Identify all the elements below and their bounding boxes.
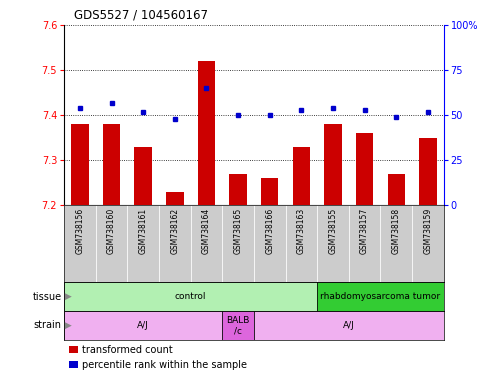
Text: GSM738158: GSM738158: [392, 208, 401, 254]
Bar: [293, 147, 310, 205]
Bar: [356, 133, 373, 205]
Bar: [64, 205, 96, 282]
Text: A/J: A/J: [343, 321, 354, 330]
Text: ▶: ▶: [62, 321, 72, 330]
Bar: [419, 138, 437, 205]
Text: GDS5527 / 104560167: GDS5527 / 104560167: [74, 8, 208, 21]
Text: GSM738165: GSM738165: [234, 208, 243, 254]
Text: tissue: tissue: [33, 291, 62, 302]
Text: BALB
/c: BALB /c: [226, 316, 250, 335]
Text: strain: strain: [34, 320, 62, 331]
Bar: [64, 311, 222, 340]
Bar: [198, 61, 215, 205]
Bar: [71, 124, 89, 205]
Bar: [222, 311, 254, 340]
Bar: [261, 179, 279, 205]
Text: GSM738155: GSM738155: [328, 208, 338, 254]
Bar: [96, 205, 127, 282]
Text: GSM738164: GSM738164: [202, 208, 211, 254]
Bar: [317, 282, 444, 311]
Bar: [64, 282, 317, 311]
Text: GSM738166: GSM738166: [265, 208, 274, 254]
Text: control: control: [175, 292, 207, 301]
Bar: [412, 205, 444, 282]
Bar: [222, 205, 254, 282]
Text: A/J: A/J: [137, 321, 149, 330]
Text: GSM738160: GSM738160: [107, 208, 116, 254]
Bar: [254, 311, 444, 340]
Bar: [387, 174, 405, 205]
Bar: [285, 205, 317, 282]
Bar: [349, 205, 381, 282]
Bar: [127, 205, 159, 282]
Text: ▶: ▶: [62, 292, 72, 301]
Text: percentile rank within the sample: percentile rank within the sample: [82, 360, 247, 370]
Bar: [135, 147, 152, 205]
Bar: [324, 124, 342, 205]
Bar: [229, 174, 247, 205]
Bar: [254, 205, 285, 282]
Bar: [381, 205, 412, 282]
Text: GSM738163: GSM738163: [297, 208, 306, 254]
Text: transformed count: transformed count: [82, 344, 173, 354]
Bar: [159, 205, 191, 282]
Bar: [103, 124, 120, 205]
Bar: [191, 205, 222, 282]
Text: GSM738162: GSM738162: [170, 208, 179, 254]
Text: GSM738156: GSM738156: [75, 208, 84, 254]
Text: GSM738159: GSM738159: [423, 208, 432, 254]
Bar: [317, 205, 349, 282]
Text: GSM738157: GSM738157: [360, 208, 369, 254]
Text: rhabdomyosarcoma tumor: rhabdomyosarcoma tumor: [320, 292, 440, 301]
Text: GSM738161: GSM738161: [139, 208, 148, 254]
Bar: [166, 192, 183, 205]
